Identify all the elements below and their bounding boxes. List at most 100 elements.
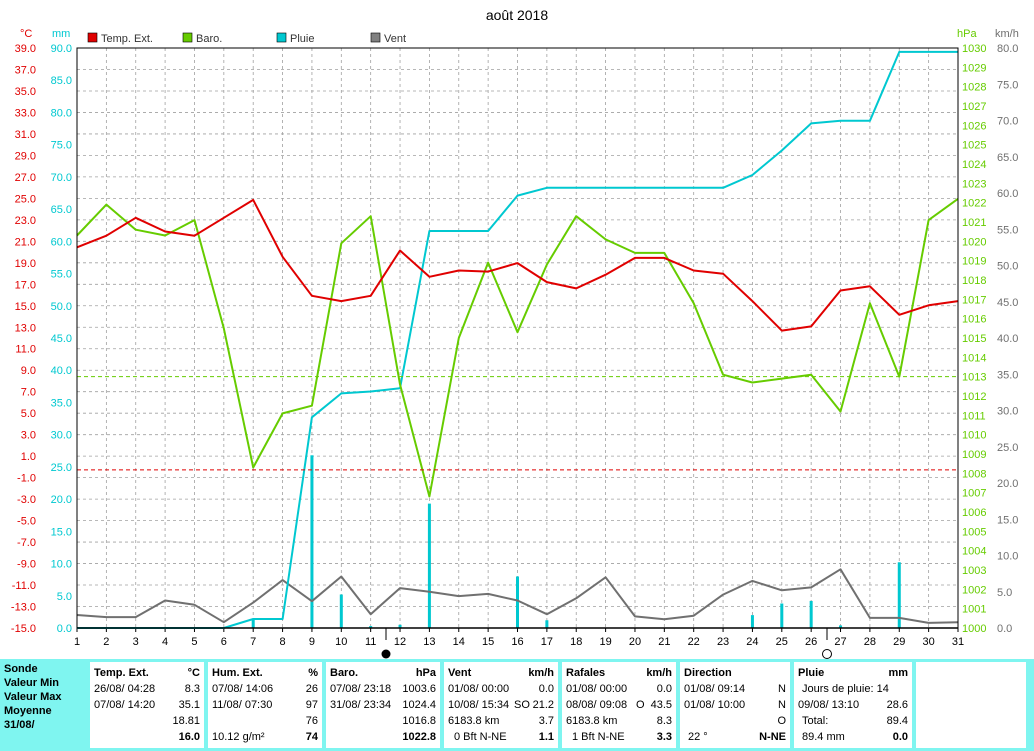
temp-min-date: 26/08/ 04:28	[94, 683, 156, 695]
wind-tick-label: 70.0	[997, 116, 1018, 128]
rain-unit: mm	[888, 667, 908, 679]
baro-tick-label: 1003	[962, 565, 986, 577]
baro-tick-label: 1028	[962, 82, 986, 94]
baro-tick-label: 1024	[962, 159, 986, 171]
full-moon-icon	[822, 649, 832, 659]
temp-tick-label: 21.0	[15, 236, 36, 248]
temp-tick-label: 9.0	[21, 365, 36, 377]
wind-distance: 6183.8 km	[448, 715, 500, 727]
x-tick-label: 15	[482, 636, 494, 648]
temp-tick-label: 35.0	[15, 86, 36, 98]
wind-tick-label: 50.0	[997, 261, 1018, 273]
baro-unit: hPa	[415, 667, 436, 679]
temp-unit-label: °C	[20, 28, 32, 40]
temp-tick-label: 7.0	[21, 387, 36, 399]
chart-grid	[76, 47, 959, 629]
wind-tick-label: 5.0	[997, 587, 1012, 599]
legend-swatch	[182, 32, 193, 43]
baro-max-date: 31/08/ 23:34	[330, 699, 392, 711]
label-current-date: 31/08/	[4, 719, 35, 731]
wind-current: 1.1	[538, 731, 554, 743]
temp-tick-label: 13.0	[15, 322, 36, 334]
x-tick-label: 2	[103, 636, 109, 648]
rain-tick-label: 45.0	[51, 333, 72, 345]
rain-tick-label: 40.0	[51, 365, 72, 377]
rain-tick-label: 20.0	[51, 494, 72, 506]
baro-tick-label: 1011	[962, 410, 986, 422]
plot-frame	[76, 47, 959, 659]
dir-header: Direction	[684, 667, 732, 679]
wind-tick-label: 60.0	[997, 188, 1018, 200]
baro-min-value: 1003.6	[402, 683, 436, 695]
x-tick-label: 22	[688, 636, 700, 648]
stats-direction: Direction 01/08/ 09:14 N 01/08/ 10:00 N O …	[680, 662, 790, 748]
daily-rain-bar	[310, 455, 314, 628]
x-tick-label: 6	[221, 636, 227, 648]
wind-avg: 3.7	[538, 715, 554, 727]
x-tick-label: 28	[864, 636, 876, 648]
hum-abs-humidity: 10.12 g/m²	[212, 731, 265, 743]
wind-tick-label: 25.0	[997, 442, 1018, 454]
baro-tick-label: 1005	[962, 526, 986, 538]
rain-tick-label: 90.0	[51, 43, 72, 55]
rain-tick-label: 85.0	[51, 75, 72, 87]
gust-min-date: 01/08/ 00:00	[566, 683, 628, 695]
daily-rain-bar	[516, 576, 519, 628]
x-tick-label: 16	[511, 636, 523, 648]
rain-total-label: Total:	[802, 715, 829, 727]
gust-current: 3.3	[656, 731, 672, 743]
rain-days: Jours de pluie: 14	[802, 683, 889, 695]
wind-tick-label: 55.0	[997, 224, 1018, 236]
temp-tick-label: 27.0	[15, 172, 36, 184]
baro-tick-label: 1019	[962, 256, 986, 268]
temp-avg: 18.81	[172, 715, 200, 727]
x-tick-label: 13	[423, 636, 435, 648]
rain-tick-label: 80.0	[51, 107, 72, 119]
hum-avg: 76	[305, 715, 318, 727]
hum-min-value: 26	[305, 683, 318, 695]
baro-tick-label: 1016	[962, 314, 986, 326]
dir-degrees: 22 °	[688, 731, 708, 743]
temp-tick-label: 39.0	[15, 43, 36, 55]
baro-tick-label: 1025	[962, 140, 986, 152]
temp-tick-label: -11.0	[12, 580, 36, 592]
x-tick-label: 3	[133, 636, 139, 648]
baro-current: 1022.8	[402, 731, 436, 743]
baro-unit-label: hPa	[957, 28, 977, 40]
dir-min-date: 01/08/ 09:14	[684, 683, 746, 695]
daily-rain-bar	[839, 625, 843, 628]
monthly-weather-chart: août 2018 °C mm hPa km/h Temp. Ext. Baro.…	[11, 7, 1019, 659]
daily-rain-bar	[369, 626, 373, 628]
rain-tick-label: 10.0	[51, 559, 72, 571]
temp-tick-label: 11.0	[15, 344, 36, 356]
daily-rain-bar	[427, 503, 431, 628]
gust-distance: 6183.8 km	[566, 715, 618, 727]
temp-tick-label: -9.0	[17, 559, 36, 571]
rain-tick-label: 30.0	[51, 430, 72, 442]
temp-tick-label: -13.0	[11, 602, 36, 614]
wind-tick-label: 80.0	[997, 43, 1018, 55]
wind-unit-label: km/h	[995, 28, 1019, 40]
rain-tick-label: 50.0	[51, 301, 72, 313]
legend-label: Vent	[384, 33, 406, 45]
baro-tick-label: 1009	[962, 449, 986, 461]
x-tick-label: 21	[658, 636, 670, 648]
x-tick-label: 25	[776, 636, 788, 648]
dir-current: N-NE	[759, 731, 786, 743]
x-tick-label: 5	[191, 636, 197, 648]
gust-min-value: 0.0	[656, 683, 672, 695]
wind-min-value: 0.0	[538, 683, 554, 695]
temp-tick-label: -3.0	[17, 494, 36, 506]
baro-max-value: 1024.4	[402, 699, 436, 711]
temp-tick-label: -5.0	[17, 516, 36, 528]
stats-hum: Hum. Ext.% 07/08/ 14:06 26 11/08/ 07:30 97…	[208, 662, 322, 748]
rain-tick-label: 75.0	[51, 140, 72, 152]
temp-tick-label: 17.0	[15, 279, 36, 291]
x-tick-label: 9	[309, 636, 315, 648]
wind-unit: km/h	[528, 667, 554, 679]
baro-tick-label: 1020	[962, 236, 986, 248]
gust-max-value: 43.5	[650, 699, 672, 711]
series-line-vent	[76, 568, 959, 624]
baro-tick-label: 1023	[962, 178, 986, 190]
daily-rain-bar	[780, 603, 784, 628]
